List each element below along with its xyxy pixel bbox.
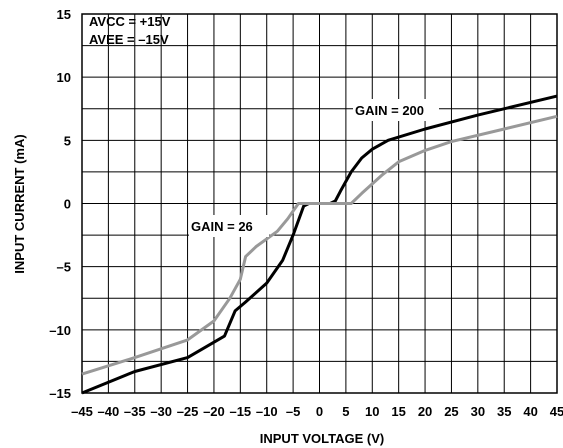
y-tick-label: 10 (57, 70, 71, 85)
supply-annotation-line2: AVEE = –15V (89, 32, 169, 47)
x-tick-labels: –45 –40 –35 –30 –25 –20 –15 –10 –5 0 5 10 15 20 25 30 35… (71, 404, 563, 419)
x-tick-label: –5 (286, 404, 300, 419)
grid (81, 13, 558, 394)
gain-26-label-bg (189, 215, 269, 237)
x-tick-label: 45 (550, 404, 563, 419)
x-tick-label: 20 (418, 404, 432, 419)
y-tick-label: 15 (57, 7, 71, 22)
supply-annotation-line1: AVCC = +15V (89, 14, 171, 29)
x-tick-label: –20 (203, 404, 225, 419)
series-lines (81, 94, 558, 395)
x-tick-label: 30 (471, 404, 485, 419)
y-axis-label: INPUT CURRENT (mA) (12, 134, 27, 273)
x-tick-label: 0 (316, 404, 323, 419)
gain-26-label: GAIN = 26 (191, 219, 253, 234)
x-tick-label: –40 (98, 404, 120, 419)
y-tick-label: 0 (64, 197, 71, 212)
x-tick-label: –30 (150, 404, 172, 419)
x-tick-label: 15 (391, 404, 405, 419)
x-tick-label: 10 (365, 404, 379, 419)
x-tick-label: 35 (497, 404, 511, 419)
x-tick-label: 25 (444, 404, 458, 419)
x-tick-label: –35 (124, 404, 146, 419)
x-tick-label: –10 (256, 404, 278, 419)
x-tick-label: –15 (229, 404, 251, 419)
gain-200-label: GAIN = 200 (355, 103, 424, 118)
x-tick-label: –25 (177, 404, 199, 419)
series-line-2 (81, 114, 558, 376)
y-tick-label: 5 (64, 133, 71, 148)
y-tick-label: –15 (49, 386, 71, 401)
x-tick-label: 40 (523, 404, 537, 419)
y-tick-label: –5 (57, 260, 71, 275)
x-axis-label: INPUT VOLTAGE (V) (260, 431, 384, 446)
gain-200-label-bg (353, 99, 439, 121)
x-tick-label: 5 (342, 404, 349, 419)
y-tick-labels: 15 10 5 0 –5 –10 –15 (49, 7, 71, 401)
y-tick-label: –10 (49, 323, 71, 338)
plot-frame (81, 13, 558, 394)
x-tick-label: –45 (71, 404, 93, 419)
